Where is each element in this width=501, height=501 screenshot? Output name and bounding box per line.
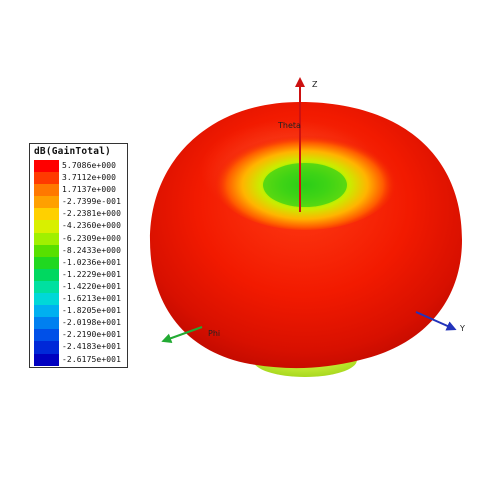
legend-value: -1.6213e+001 [62,294,121,304]
legend-row: -2.7399e-001 [34,196,126,209]
legend-row: -1.8205e+001 [34,305,126,318]
theta-label: Theta [277,121,301,130]
legend-row: -2.4183e+001 [34,341,126,354]
legend-value: -1.8205e+001 [62,306,121,316]
legend-swatch [34,256,59,269]
top-null-dimple [213,130,397,230]
legend-swatch [34,317,59,330]
gain-legend: dB(GainTotal) 5.7086e+000 3.7112e+000 1.71… [29,143,128,368]
legend-swatch [34,220,59,233]
legend-swatch [34,172,59,185]
z-axis: Z Theta [277,77,318,212]
legend-swatch [34,353,59,366]
legend-swatch [34,232,59,245]
legend-swatch [34,244,59,257]
legend-value: -6.2309e+000 [62,233,121,243]
legend-swatch [34,305,59,318]
legend-value: -1.2229e+001 [62,269,121,279]
legend-value: 3.7112e+000 [62,173,117,183]
legend-value: -4.2360e+000 [62,221,121,231]
legend-value: -1.4220e+001 [62,281,121,291]
legend-swatch [34,196,59,209]
legend-row: -2.6175e+001 [34,353,126,366]
legend-value: -1.0236e+001 [62,257,121,267]
y-axis: Y [415,311,465,333]
legend-value: -2.0198e+001 [62,318,121,328]
legend-row: -2.0198e+001 [34,317,126,330]
legend-row: 5.7086e+000 [34,160,126,173]
legend-row: 3.7112e+000 [34,172,126,185]
legend-value: 1.7137e+000 [62,185,117,195]
legend-rows: 5.7086e+000 3.7112e+000 1.7137e+000 -2.7399… [34,160,126,366]
legend-row: -1.4220e+001 [34,280,126,294]
legend-row: 1.7137e+000 [34,184,126,197]
legend-value: -2.4183e+001 [62,342,121,352]
legend-row: -1.6213e+001 [34,293,126,306]
legend-row: -2.2381e+000 [34,208,126,221]
legend-swatch [34,268,59,281]
legend-value: -2.2381e+000 [62,209,121,219]
legend-value: -2.2190e+001 [62,330,121,340]
legend-value: -2.6175e+001 [62,354,121,364]
legend-value: 5.7086e+000 [62,161,117,170]
legend-swatch [34,341,59,354]
legend-swatch [34,280,59,294]
legend-title: dB(GainTotal) [34,146,111,157]
legend-value: -8.2433e+000 [62,245,121,255]
legend-swatch [34,329,59,342]
legend-swatch [34,293,59,306]
legend-swatch [34,160,59,173]
legend-swatch [34,184,59,197]
legend-row: -6.2309e+000 [34,232,126,245]
legend-row: -8.2433e+000 [34,244,126,257]
legend-row: -4.2360e+000 [34,220,126,233]
legend-swatch [34,208,59,221]
legend-row: -2.2190e+001 [34,329,126,342]
legend-row: -1.2229e+001 [34,268,126,281]
legend-value: -2.7399e-001 [62,197,121,207]
phi-label: Phi [208,329,220,338]
z-axis-label: Z [312,80,318,89]
legend-row: -1.0236e+001 [34,256,126,269]
x-axis: Phi [161,326,220,344]
y-axis-label: Y [459,324,465,333]
